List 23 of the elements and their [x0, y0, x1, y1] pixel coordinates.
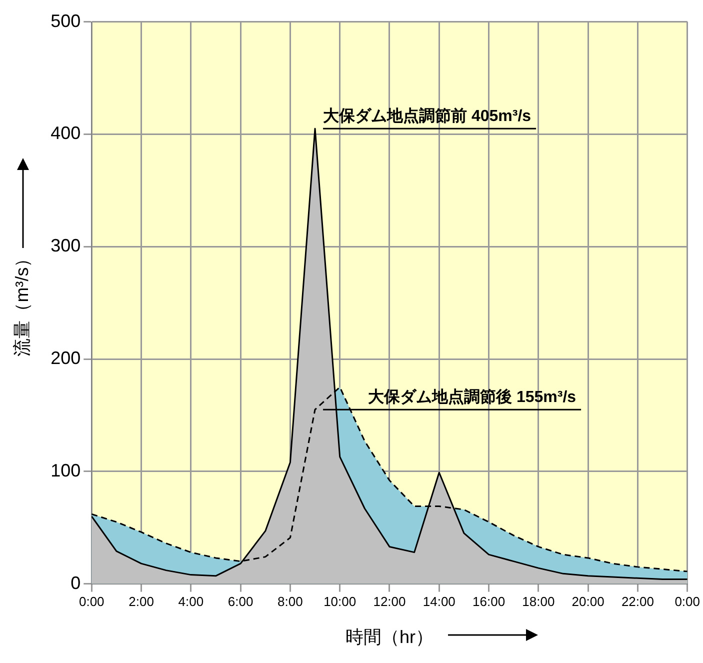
x-tick-label: 8:00 — [278, 594, 303, 610]
y-tick-label: 100 — [50, 460, 81, 480]
x-tick-label: 20:00 — [572, 594, 604, 610]
annotation: 大保ダム地点調節後 155m³/s — [368, 388, 576, 406]
x-tick-label: 18:00 — [522, 594, 555, 610]
x-tick-label: 0:00 — [674, 594, 700, 610]
x-tick-label: 16:00 — [472, 594, 506, 610]
y-tick-label: 300 — [50, 236, 81, 256]
x-tick-label: 12:00 — [373, 594, 406, 610]
x-tick-label: 14:00 — [422, 594, 456, 610]
x-tick-label: 0:00 — [78, 594, 104, 610]
x-axis-title: 時間（hr） — [345, 627, 434, 648]
x-tick-label: 4:00 — [178, 594, 204, 610]
y-axis-title: 流量（m³/s） — [12, 249, 32, 356]
y-tick-label: 200 — [50, 348, 81, 368]
annotation: 大保ダム地点調節前 405m³/s — [323, 106, 532, 125]
x-tick-label: 2:00 — [128, 594, 154, 610]
y-tick-label: 400 — [50, 123, 81, 144]
x-tick-label: 10:00 — [324, 594, 356, 610]
y-tick-label: 0 — [70, 572, 81, 593]
x-tick-label: 22:00 — [621, 594, 654, 610]
x-tick-label: 6:00 — [228, 594, 254, 610]
y-tick-label: 500 — [50, 10, 81, 31]
